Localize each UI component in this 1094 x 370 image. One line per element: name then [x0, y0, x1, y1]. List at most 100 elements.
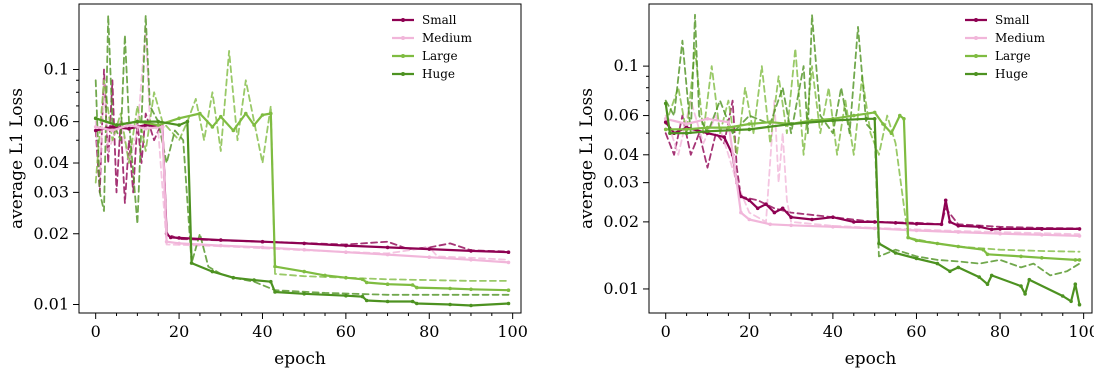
- series-medium-point: [260, 245, 265, 250]
- series-large-point: [210, 125, 215, 129]
- series-huge-point: [93, 116, 98, 121]
- series-huge-point: [956, 265, 961, 270]
- series-large-point: [898, 113, 902, 118]
- series-large-point: [448, 286, 452, 291]
- series-large-point: [881, 122, 885, 126]
- series-large-point: [705, 125, 710, 130]
- series-large-point: [1073, 258, 1078, 262]
- series-small-point: [219, 238, 223, 242]
- legend: Small Medium Large Huge: [392, 13, 473, 81]
- series-huge-point: [252, 278, 256, 282]
- series-huge-point: [1023, 292, 1027, 296]
- legend-marker-huge: [974, 72, 978, 76]
- series-huge-dashed-line: [664, 13, 1081, 277]
- series-huge-point: [1027, 277, 1032, 282]
- series-huge-point: [506, 301, 511, 306]
- series-huge-point: [1019, 284, 1023, 288]
- series-large-line: [664, 111, 1081, 261]
- series-large-point: [872, 110, 877, 115]
- series-medium-point: [768, 222, 772, 227]
- series-small-point: [1077, 227, 1082, 231]
- y-tick-label: 0.01: [603, 279, 639, 298]
- series-medium-point: [385, 252, 390, 257]
- series-huge-point: [914, 256, 919, 261]
- series-small-point: [177, 236, 181, 240]
- series-small-point: [260, 239, 265, 244]
- legend-label-small: Small: [995, 13, 1030, 27]
- series-small-point: [344, 243, 348, 248]
- series-large-point: [360, 277, 365, 282]
- series-medium-point: [219, 243, 223, 248]
- series-huge-point: [185, 119, 190, 124]
- series-small-point: [810, 217, 814, 222]
- axes-frame: [648, 3, 1093, 314]
- series-huge-point: [705, 129, 710, 134]
- series-large-point: [906, 235, 910, 240]
- series-large-point: [768, 120, 772, 124]
- series-medium-point: [684, 122, 689, 126]
- series-small-point: [780, 206, 785, 211]
- series-large-point: [956, 244, 961, 249]
- series-large-point: [914, 238, 919, 243]
- y-tick-label: 0.1: [44, 60, 69, 79]
- x-tick-label: 20: [169, 322, 189, 341]
- series-large-point: [177, 116, 181, 121]
- series-large-point: [269, 111, 273, 116]
- series-small-point: [764, 202, 768, 206]
- series-medium-point: [469, 258, 473, 262]
- series-large-point: [219, 114, 223, 119]
- series-huge-point: [135, 119, 140, 124]
- series-small-point: [755, 206, 760, 211]
- series-huge-point: [415, 301, 419, 306]
- legend-label-large: Large: [422, 49, 458, 63]
- series-large-point: [156, 123, 160, 127]
- series-medium-point: [93, 125, 98, 129]
- x-tick-label: 80: [990, 322, 1010, 341]
- series-huge-point: [747, 127, 752, 132]
- series-huge-point: [469, 303, 473, 308]
- y-tick-label: 0.03: [33, 182, 69, 201]
- series-small-dashed-line: [94, 68, 510, 253]
- series-small-point: [469, 249, 473, 253]
- series-small-point: [893, 221, 898, 225]
- legend-marker-medium: [974, 36, 978, 40]
- series-huge-point: [177, 123, 181, 127]
- series-small-point: [747, 198, 752, 203]
- series-medium-point: [726, 120, 731, 124]
- series-small-point: [722, 135, 726, 139]
- series-large-point: [252, 123, 256, 127]
- series-large-point: [726, 125, 731, 130]
- series-large-point: [385, 282, 390, 287]
- series-medium-point: [164, 239, 169, 244]
- series-small-point: [831, 215, 835, 219]
- series-medium-point: [302, 247, 307, 252]
- x-tick-label: 0: [91, 322, 101, 341]
- series-large-point: [273, 264, 277, 269]
- y-tick-label: 0.02: [33, 224, 69, 243]
- series-huge-point: [302, 292, 307, 296]
- legend-label-huge: Huge: [422, 67, 455, 81]
- legend-marker-medium: [401, 36, 405, 40]
- x-tick-label: 100: [1068, 322, 1094, 341]
- x-tick-label: 20: [739, 322, 759, 341]
- series-large-point: [323, 273, 327, 278]
- series-large-point: [260, 113, 265, 117]
- y-tick-label: 0.06: [603, 106, 639, 125]
- series-small-point: [663, 120, 668, 124]
- series-small-point: [943, 198, 948, 203]
- x-axis-label: epoch: [274, 349, 326, 369]
- series-small-point: [948, 220, 952, 224]
- x-tick-label: 0: [661, 322, 671, 341]
- legend-label-small: Small: [422, 13, 457, 27]
- series-large-point: [1040, 255, 1044, 260]
- series-large-point: [663, 127, 668, 132]
- series-large-point: [1077, 258, 1082, 262]
- series-large-point: [506, 288, 511, 293]
- series-medium-point: [831, 225, 835, 229]
- x-tick-label: 60: [906, 322, 926, 341]
- series-huge-point: [1069, 299, 1073, 304]
- series-huge-point: [684, 131, 689, 135]
- y-tick-label: 0.04: [603, 145, 639, 164]
- series-large-point: [302, 269, 307, 274]
